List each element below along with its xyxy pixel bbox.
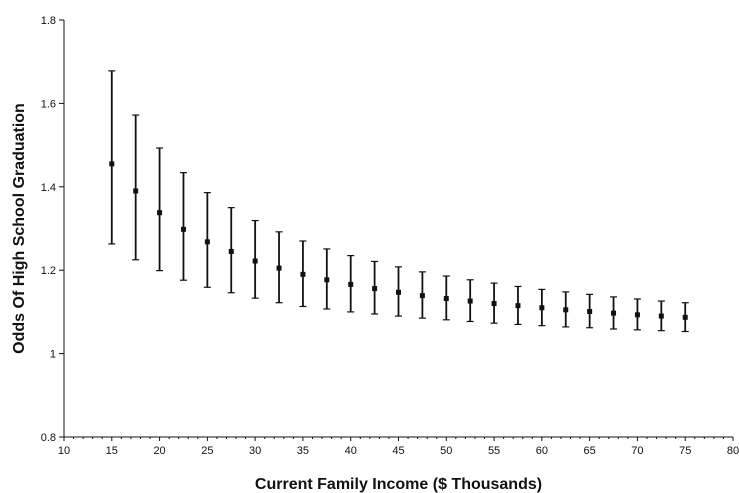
x-tick-label: 40 <box>345 445 357 457</box>
x-tick-label: 70 <box>631 445 643 457</box>
x-axis-ticks: 10 15 20 25 30 35 40 45 50 55 60 65 70 75 80 <box>58 437 739 457</box>
x-tick-label: 15 <box>106 445 118 457</box>
data-point <box>515 303 521 309</box>
data-point <box>204 239 210 245</box>
data-point <box>276 265 282 271</box>
data-point <box>396 289 401 295</box>
y-tick-label: 1.6 <box>41 98 56 110</box>
data-point <box>300 271 306 277</box>
data-point <box>587 308 593 314</box>
data-point <box>611 310 617 316</box>
data-point <box>419 293 425 299</box>
data-point <box>467 298 473 304</box>
y-tick-label: 0.8 <box>41 432 56 444</box>
y-tick-label: 1 <box>50 349 56 361</box>
y-tick-label: 1.4 <box>41 182 56 194</box>
data-point <box>658 313 664 319</box>
data-point <box>324 277 330 283</box>
y-tick-label: 1.2 <box>41 265 56 277</box>
data-point <box>563 307 569 313</box>
data-point <box>252 258 258 264</box>
x-tick-label: 25 <box>201 445 213 457</box>
data-point <box>491 301 497 307</box>
x-tick-label: 80 <box>727 445 739 457</box>
x-tick-label: 45 <box>392 445 404 457</box>
data-point <box>682 314 688 320</box>
chart-axes <box>63 20 733 438</box>
x-tick-label: 60 <box>536 445 548 457</box>
data-point <box>109 161 115 167</box>
data-point <box>348 281 354 287</box>
y-tick-label: 1.8 <box>41 15 56 27</box>
x-tick-label: 10 <box>58 445 70 457</box>
x-tick-label: 35 <box>297 445 309 457</box>
y-axis-ticks: 0.8 1 1.2 1.4 1.6 1.8 <box>41 15 64 444</box>
data-series <box>108 70 689 333</box>
data-point <box>157 210 163 216</box>
x-tick-label: 75 <box>679 445 691 457</box>
data-point <box>539 305 545 311</box>
data-point <box>228 248 234 254</box>
data-point <box>443 296 449 302</box>
x-tick-label: 20 <box>153 445 165 457</box>
x-tick-label: 50 <box>440 445 452 457</box>
x-tick-label: 30 <box>249 445 261 457</box>
data-point <box>180 226 186 232</box>
x-axis-title: Current Family Income ($ Thousands) <box>255 476 542 493</box>
x-tick-label: 65 <box>584 445 596 457</box>
x-tick-label: 55 <box>488 445 500 457</box>
y-axis-title: Odds Of High School Graduation <box>11 103 28 354</box>
data-point <box>133 188 139 194</box>
data-point <box>372 286 378 292</box>
data-point <box>634 312 640 318</box>
